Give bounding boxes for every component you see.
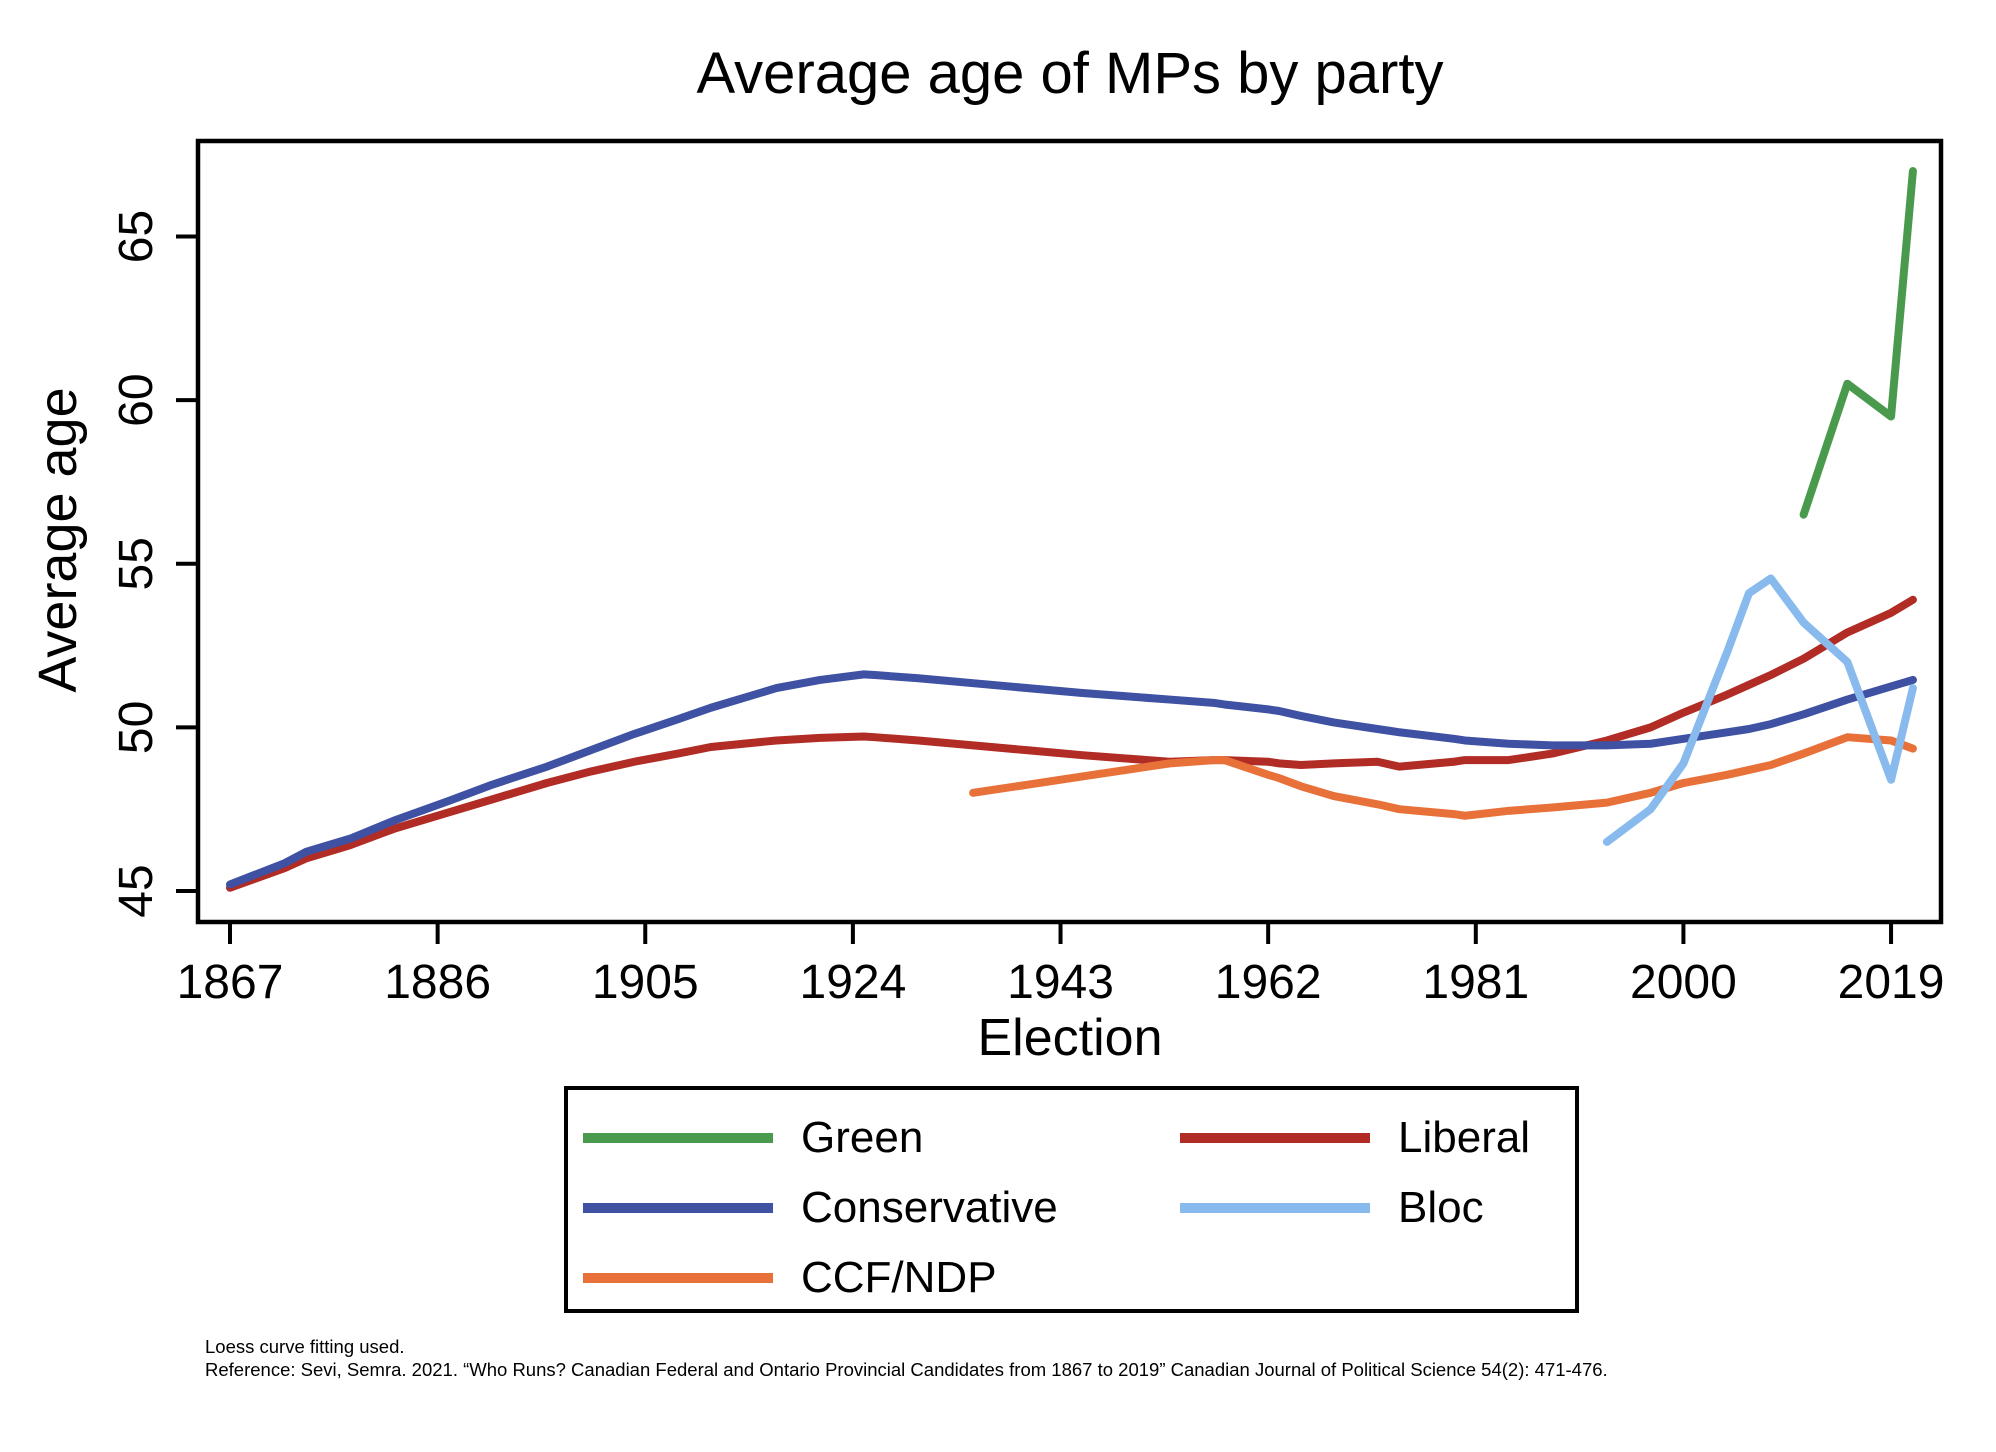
y-tick-label: 60 <box>110 373 163 426</box>
x-tick-label: 1867 <box>177 956 284 1009</box>
legend-swatch-conservative <box>583 1203 773 1213</box>
legend-label-ccf-ndp: CCF/NDP <box>801 1253 997 1302</box>
legend-swatch-liberal <box>1180 1133 1370 1143</box>
footnote: Loess curve fitting used. Reference: Sev… <box>205 1336 1608 1381</box>
x-tick-label: 1905 <box>592 956 699 1009</box>
x-tick-label: 1962 <box>1215 956 1322 1009</box>
y-tick-label: 45 <box>110 864 163 917</box>
y-tick-label: 65 <box>110 210 163 263</box>
legend-label-bloc: Bloc <box>1398 1183 1484 1232</box>
legend-label-liberal: Liberal <box>1398 1113 1531 1162</box>
legend-label-green: Green <box>801 1113 924 1162</box>
legend-item-conservative: Conservative <box>583 1173 1058 1243</box>
y-tick-label: 55 <box>110 537 163 590</box>
legend-item-green: Green <box>583 1103 923 1173</box>
series-line-bloc <box>1602 574 1917 846</box>
legend-box: Green Conservative CCF/NDP Liberal Bloc <box>564 1086 1579 1313</box>
x-tick-label: 2019 <box>1838 956 1945 1009</box>
x-tick-label: 2000 <box>1630 956 1737 1009</box>
series-line-green <box>1799 167 1917 519</box>
legend-swatch-green <box>583 1133 773 1143</box>
footnote-line-1: Loess curve fitting used. <box>205 1336 405 1357</box>
x-tick-label: 1924 <box>800 956 907 1009</box>
y-tick-label: 50 <box>110 701 163 754</box>
legend-item-liberal: Liberal <box>1180 1103 1530 1173</box>
x-tick-label: 1981 <box>1422 956 1529 1009</box>
chart-title: Average age of MPs by party <box>696 41 1444 106</box>
legend-item-bloc: Bloc <box>1180 1173 1484 1243</box>
series-line-conservative <box>226 670 1917 889</box>
plot-border <box>195 138 1944 925</box>
series-line-ccf-ndp <box>969 733 1917 820</box>
footnote-line-2: Reference: Sevi, Semra. 2021. “Who Runs?… <box>205 1358 1608 1380</box>
x-tick-label: 1886 <box>384 956 491 1009</box>
x-axis-title: Election <box>977 1009 1163 1067</box>
x-tick-label: 1943 <box>1007 956 1114 1009</box>
legend-label-conservative: Conservative <box>801 1183 1058 1232</box>
legend-swatch-ccf-ndp <box>583 1273 773 1283</box>
legend-swatch-bloc <box>1180 1203 1370 1213</box>
legend-item-ccf-ndp: CCF/NDP <box>583 1243 997 1313</box>
